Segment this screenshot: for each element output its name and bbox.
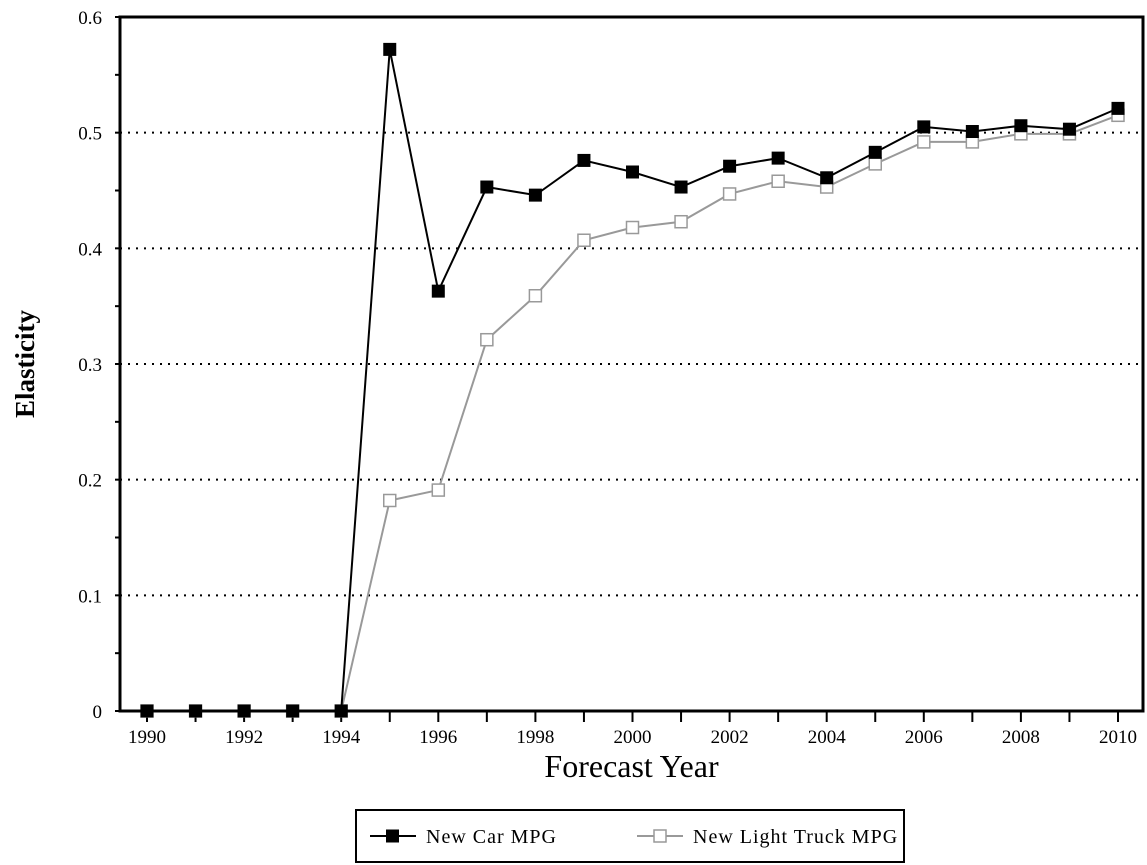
data-point-new-car-mpg-2000 (626, 165, 639, 179)
data-point-new-car-mpg-1997 (480, 180, 494, 194)
data-point-new-light-truck-mpg-2005 (868, 157, 882, 171)
legend-label-new-car-mpg: New Car MPG (426, 826, 557, 848)
x-tick-label-2006: 2006 (905, 727, 943, 748)
data-point-new-light-truck-mpg-1995 (383, 493, 397, 508)
x-tick-label-2004: 2004 (808, 727, 847, 748)
x-tick-label-1994: 1994 (322, 727, 361, 748)
y-tick-label-0.5: 0.5 (78, 124, 102, 145)
x-tick-label-1990: 1990 (128, 727, 166, 748)
data-point-new-car-mpg-2010 (1111, 101, 1125, 115)
x-tick-label-1992: 1992 (225, 727, 263, 748)
legend-marker-new-car-mpg (386, 829, 399, 843)
data-series (140, 42, 1125, 718)
data-point-new-light-truck-mpg-2002 (722, 187, 737, 201)
y-tick-label-0.2: 0.2 (78, 471, 102, 492)
data-point-new-car-mpg-2009 (1062, 122, 1076, 136)
data-point-new-car-mpg-2007 (965, 125, 979, 139)
data-point-new-light-truck-mpg-1998 (528, 289, 543, 303)
data-point-new-light-truck-mpg-2003 (771, 174, 785, 188)
y-tick-label-0.1: 0.1 (78, 586, 102, 607)
axes: 0 0.1 0.2 0.3 0.4 0.5 0.6 1990 1992 1994 1996 1998 2… (78, 8, 1137, 748)
data-point-new-car-mpg-2008 (1014, 119, 1028, 133)
data-point-new-car-mpg-1998 (528, 188, 542, 202)
x-tick-label-1996: 1996 (419, 727, 457, 748)
data-point-new-car-mpg-2004 (820, 171, 834, 185)
data-point-new-car-mpg-2001 (674, 180, 688, 194)
grid-lines (120, 131, 1143, 597)
data-point-new-car-mpg-1996 (431, 284, 445, 298)
data-point-new-light-truck-mpg-1997 (480, 332, 494, 347)
data-point-new-light-truck-mpg-1996 (431, 483, 446, 497)
data-point-new-car-mpg-1999 (577, 153, 591, 167)
y-axis-title: Elasticity (10, 310, 40, 418)
data-point-new-light-truck-mpg-2006 (917, 135, 931, 149)
data-point-new-car-mpg-2002 (723, 159, 737, 173)
data-point-new-car-mpg-2005 (868, 145, 882, 159)
y-tick-label-0.6: 0.6 (78, 8, 102, 29)
data-point-new-car-mpg-2006 (917, 120, 931, 134)
y-tick-label-0: 0 (93, 702, 103, 723)
data-point-new-light-truck-mpg-1999 (577, 233, 591, 247)
x-tick-label-2000: 2000 (614, 727, 652, 748)
x-tick-label-2008: 2008 (1002, 727, 1040, 748)
legend-box (355, 809, 905, 863)
x-axis-title: Forecast Year (544, 748, 719, 784)
data-point-new-car-mpg-2003 (771, 151, 785, 165)
data-point-new-light-truck-mpg-2000 (625, 220, 640, 235)
data-point-new-light-truck-mpg-2001 (674, 214, 688, 229)
x-tick-label-2010: 2010 (1099, 727, 1137, 748)
series-line-new-light-truck-mpg (147, 114, 1119, 712)
legend-marker-new-light-truck-mpg (653, 829, 667, 843)
data-point-new-car-mpg-1995 (383, 42, 397, 56)
y-tick-label-0.3: 0.3 (78, 355, 102, 376)
x-tick-label-1998: 1998 (516, 727, 554, 748)
x-tick-label-2002: 2002 (711, 727, 749, 748)
y-tick-label-0.4: 0.4 (78, 239, 102, 260)
legend: New Car MPG New Light Truck MPG (355, 809, 905, 863)
plot-frame (118, 15, 1145, 713)
legend-label-new-light-truck-mpg: New Light Truck MPG (693, 826, 898, 848)
